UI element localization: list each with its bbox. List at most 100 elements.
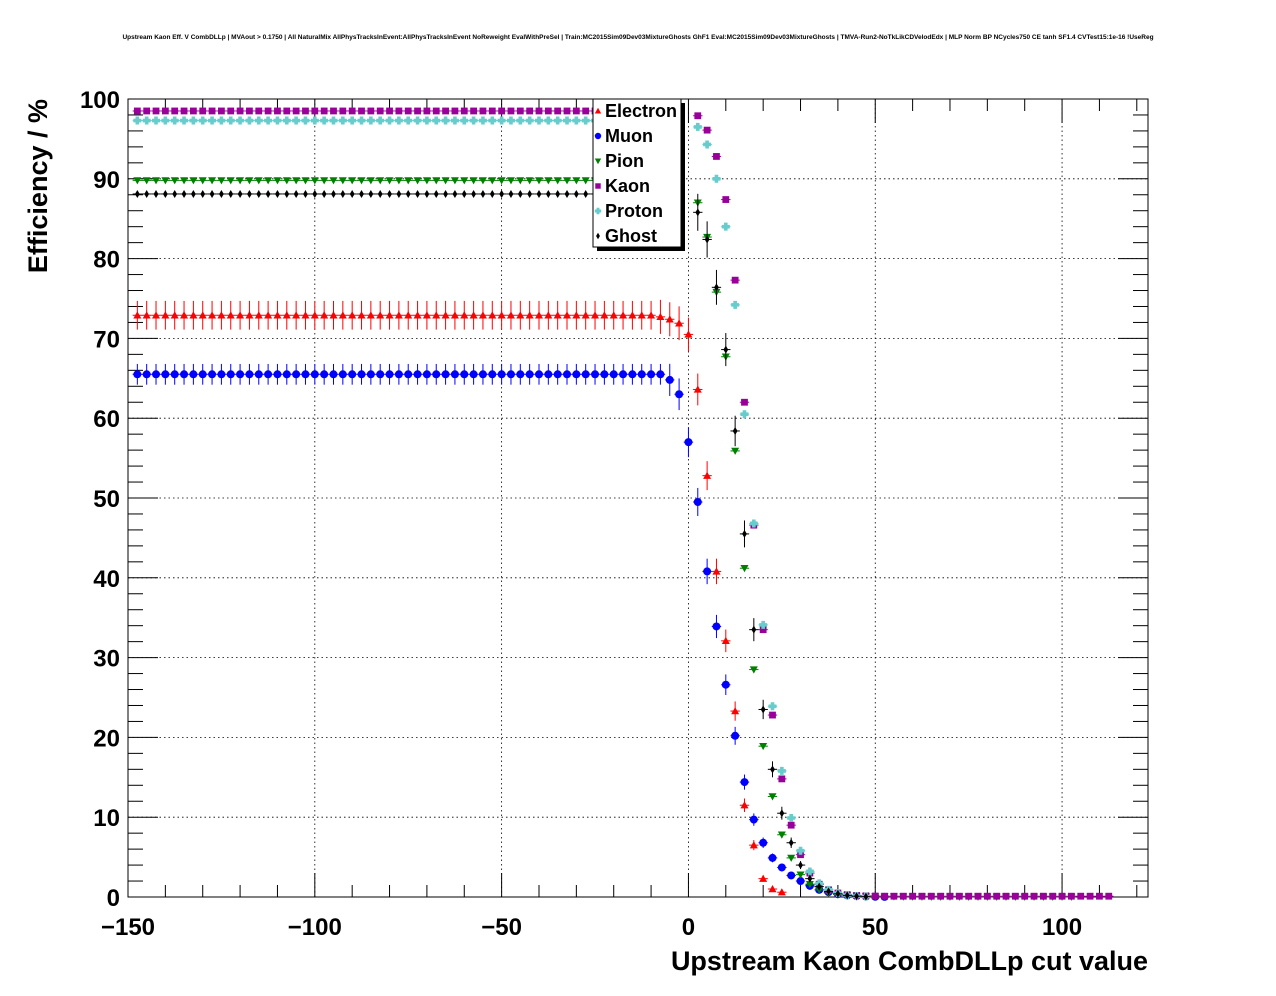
data-marker	[637, 370, 646, 379]
data-marker	[366, 177, 375, 185]
data-marker	[142, 370, 151, 379]
data-marker	[759, 626, 767, 634]
data-marker	[432, 107, 440, 115]
data-marker	[946, 892, 954, 900]
data-marker	[460, 116, 469, 125]
data-marker	[254, 311, 263, 319]
data-marker	[1030, 892, 1038, 900]
series-muon	[132, 363, 890, 901]
data-marker	[414, 107, 421, 115]
data-marker	[488, 116, 497, 125]
data-marker	[594, 158, 602, 165]
data-marker	[572, 116, 581, 125]
data-marker	[693, 122, 702, 131]
data-marker	[516, 116, 525, 125]
data-marker	[704, 235, 710, 244]
data-marker	[199, 107, 207, 115]
data-marker	[478, 370, 487, 379]
data-marker	[722, 196, 730, 203]
data-marker	[693, 385, 702, 393]
data-marker	[144, 189, 150, 198]
data-marker	[387, 189, 392, 198]
data-marker	[366, 311, 375, 319]
data-marker	[161, 177, 170, 185]
data-marker	[348, 177, 357, 185]
data-marker	[385, 116, 394, 125]
data-marker	[424, 189, 430, 198]
data-marker	[488, 311, 497, 319]
data-marker	[1011, 892, 1019, 900]
data-marker	[703, 140, 712, 149]
data-marker	[712, 622, 721, 631]
series-kaon	[132, 107, 1114, 900]
data-marker	[684, 330, 693, 338]
data-marker	[713, 153, 720, 160]
data-marker	[965, 892, 973, 900]
data-marker	[190, 189, 196, 198]
data-marker	[927, 892, 935, 900]
data-marker	[796, 846, 805, 855]
data-marker	[273, 370, 282, 379]
data-marker	[189, 370, 198, 379]
data-marker	[881, 892, 888, 900]
data-marker	[937, 892, 945, 900]
data-marker	[581, 311, 590, 319]
data-marker	[292, 177, 301, 185]
data-marker	[254, 370, 263, 379]
data-marker	[1058, 892, 1066, 900]
series-pion	[132, 177, 1077, 901]
data-marker	[583, 189, 589, 198]
data-marker	[377, 189, 383, 198]
data-marker	[376, 116, 385, 125]
data-marker	[497, 311, 506, 319]
data-marker	[693, 497, 702, 506]
data-marker	[1086, 892, 1094, 900]
data-marker	[863, 892, 869, 901]
data-marker	[909, 892, 917, 900]
data-marker	[1049, 892, 1057, 900]
data-marker	[581, 116, 590, 125]
data-marker	[779, 809, 785, 818]
data-marker	[198, 370, 207, 379]
data-marker	[348, 370, 357, 379]
data-marker	[516, 177, 525, 185]
data-marker	[189, 107, 197, 115]
data-marker	[647, 311, 656, 319]
data-marker	[731, 731, 740, 740]
data-marker	[227, 107, 235, 115]
data-marker	[594, 107, 602, 114]
data-marker	[470, 107, 478, 115]
data-marker	[553, 370, 562, 379]
data-marker	[349, 189, 355, 198]
data-marker	[553, 311, 562, 319]
data-marker	[265, 189, 271, 198]
data-marker	[563, 116, 572, 125]
data-marker	[301, 370, 310, 379]
data-marker	[1096, 892, 1103, 900]
data-marker	[742, 529, 747, 538]
data-marker	[340, 189, 346, 198]
data-marker	[759, 620, 768, 629]
data-marker	[441, 370, 450, 379]
data-marker	[133, 177, 142, 185]
data-marker	[292, 311, 301, 319]
data-marker	[534, 177, 543, 185]
data-marker	[535, 107, 543, 115]
data-marker	[506, 177, 515, 185]
data-marker	[152, 311, 161, 319]
data-marker	[181, 189, 187, 198]
data-marker	[506, 311, 515, 319]
data-marker	[788, 838, 794, 847]
data-marker	[236, 107, 244, 115]
data-marker	[553, 177, 562, 185]
data-marker	[760, 705, 766, 714]
data-marker	[170, 116, 179, 125]
data-marker	[404, 177, 413, 185]
data-marker	[329, 116, 338, 125]
data-marker	[460, 370, 469, 379]
data-marker	[423, 107, 431, 115]
data-marker	[572, 107, 580, 115]
data-marker	[200, 189, 206, 198]
data-marker	[264, 177, 273, 185]
data-marker	[180, 311, 189, 319]
